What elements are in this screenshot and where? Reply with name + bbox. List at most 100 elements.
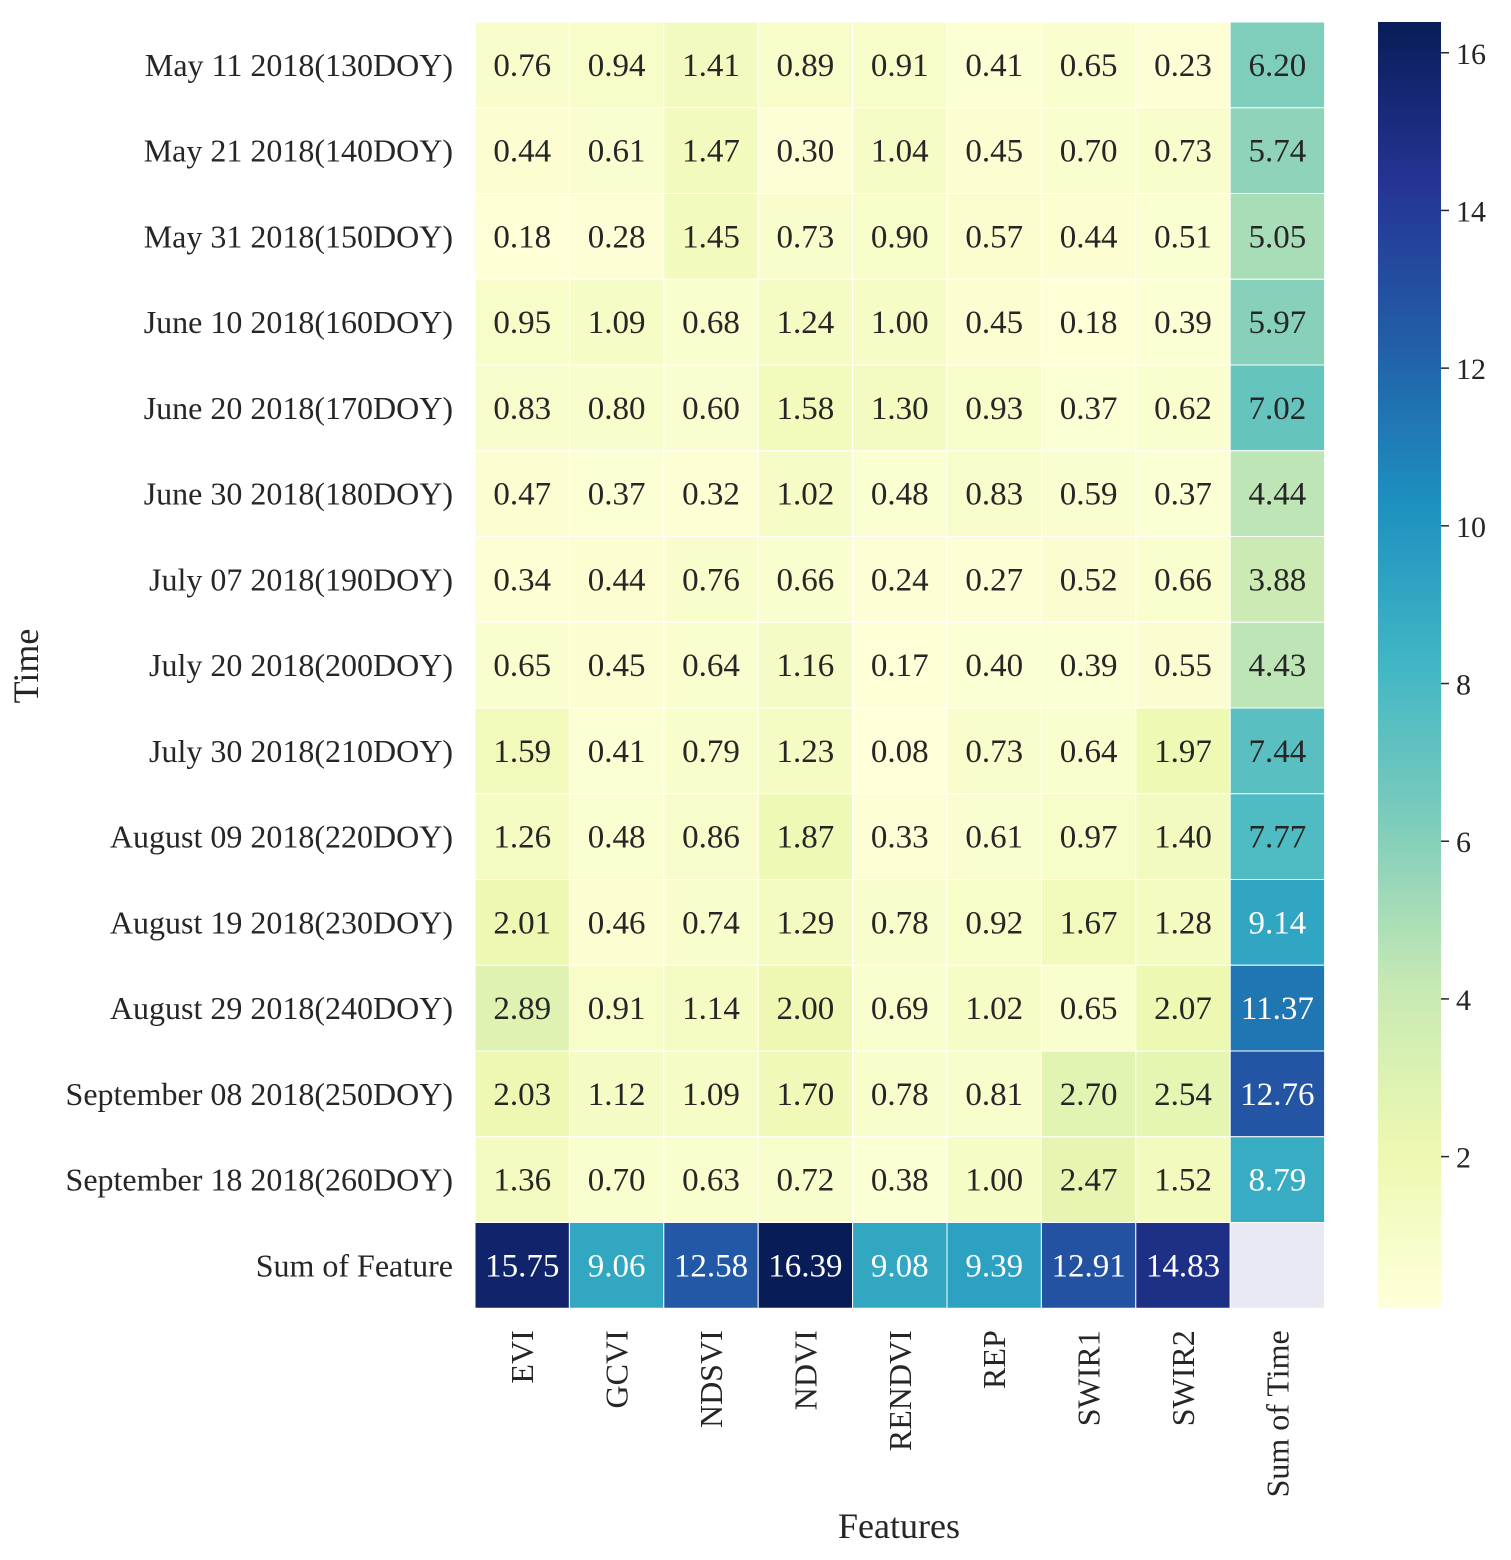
- heatmap-cell-r8-c4: [852, 707, 948, 795]
- cell-value-label-r3-c7: 0.39: [1154, 305, 1212, 341]
- y-axis-label: Time: [6, 629, 46, 704]
- cell-value-label-r9-c5: 0.61: [965, 820, 1023, 856]
- cell-value-label-r3-c4: 1.00: [871, 305, 929, 341]
- cell-value-label-r4-c2: 0.60: [682, 391, 740, 427]
- heatmap-cell-r7-c6: [1040, 621, 1137, 709]
- cell-value-label-r3-c2: 0.68: [682, 305, 740, 341]
- heatmap-cell-r11-c2: [663, 964, 759, 1052]
- cell-value-label-r12-c8: 12.76: [1240, 1077, 1314, 1113]
- cell-value-label-r11-c5: 1.02: [965, 991, 1023, 1027]
- cell-value-label-r1-c8: 5.74: [1249, 134, 1307, 170]
- heatmap-cell-r14-c8: [1229, 1222, 1326, 1309]
- cell-value-label-r11-c0: 2.89: [493, 991, 551, 1027]
- colorbar-tick-label-2: 6: [1456, 826, 1471, 859]
- heatmap-cell-r13-c0: [474, 1136, 570, 1223]
- cell-value-label-r1-c5: 0.45: [965, 134, 1023, 170]
- heatmap-cell-r1-c6: [1040, 107, 1137, 194]
- x-tick-label-2: NDSVI: [693, 1330, 729, 1428]
- heatmap-cell-r10-c1: [568, 879, 665, 966]
- cell-value-label-r3-c6: 0.18: [1060, 305, 1118, 341]
- heatmap-cell-r11-c0: [474, 964, 570, 1052]
- heatmap-cell-r11-c3: [757, 964, 854, 1052]
- heatmap-cell-r3-c7: [1135, 278, 1231, 366]
- cell-value-label-r13-c3: 0.72: [777, 1163, 835, 1199]
- cell-value-label-r14-c5: 9.39: [965, 1248, 1023, 1284]
- heatmap-cell-r4-c6: [1040, 364, 1137, 452]
- cell-value-label-r11-c7: 2.07: [1154, 991, 1212, 1027]
- heatmap-cell-r13-c2: [663, 1136, 759, 1223]
- y-tick-label-2: May 31 2018(150DOY): [144, 218, 453, 254]
- cell-value-label-r2-c2: 1.45: [682, 219, 740, 255]
- heatmap-cell-r3-c1: [568, 278, 665, 366]
- heatmap-cell-r12-c6: [1040, 1050, 1137, 1138]
- cell-value-label-r4-c8: 7.02: [1249, 391, 1307, 427]
- y-tick-label-8: July 30 2018(210DOY): [149, 733, 453, 769]
- cell-value-label-r10-c8: 9.14: [1249, 905, 1307, 941]
- x-axis-label: Features: [838, 1506, 960, 1546]
- cell-value-label-r0-c1: 0.94: [588, 48, 646, 84]
- cell-value-label-r1-c0: 0.44: [493, 134, 551, 170]
- y-axis-tick-labels: May 11 2018(130DOY) May 21 2018(140DOY) Ma…: [66, 47, 453, 1284]
- heatmap-cell-r13-c7: [1135, 1136, 1231, 1223]
- cell-value-label-r9-c0: 1.26: [493, 820, 551, 856]
- cell-value-label-r4-c5: 0.93: [965, 391, 1023, 427]
- x-tick-label-8: Sum of Time: [1259, 1330, 1295, 1497]
- heatmap-cell-r9-c5: [946, 793, 1042, 880]
- heatmap-cell-r0-c5: [946, 21, 1042, 109]
- cell-value-label-r7-c7: 0.55: [1154, 648, 1212, 684]
- heatmap-cell-r1-c0: [474, 107, 570, 194]
- colorbar-gradient: [1378, 22, 1441, 1308]
- heatmap-cell-r8-c3: [757, 707, 854, 795]
- heatmap-cell-r6-c2: [663, 536, 759, 623]
- cell-value-label-r4-c4: 1.30: [871, 391, 929, 427]
- cell-value-label-r2-c1: 0.28: [588, 219, 646, 255]
- cell-value-label-r5-c4: 0.48: [871, 477, 929, 513]
- y-tick-label-7: July 20 2018(200DOY): [149, 647, 453, 683]
- colorbar-tick-label-5: 12: [1456, 353, 1486, 386]
- heatmap-cell-r2-c0: [474, 193, 570, 280]
- cell-value-label-r6-c4: 0.24: [871, 562, 929, 598]
- cell-value-label-r12-c0: 2.03: [493, 1077, 551, 1113]
- heatmap-cell-r13-c6: [1040, 1136, 1137, 1223]
- colorbar-ticks: 2 4 6 8 10 12 14 16: [1441, 38, 1486, 1175]
- heatmap-cell-r9-c1: [568, 793, 665, 880]
- heatmap-cell-r9-c0: [474, 793, 570, 880]
- heatmap-cell-r14-c5: [946, 1222, 1042, 1309]
- cell-value-label-r2-c4: 0.90: [871, 219, 929, 255]
- heatmap-cell-r11-c7: [1135, 964, 1231, 1052]
- cell-value-label-r8-c4: 0.08: [871, 734, 929, 770]
- cell-value-label-r8-c3: 1.23: [777, 734, 835, 770]
- y-tick-label-12: September 08 2018(250DOY): [66, 1076, 453, 1112]
- heatmap-cell-r12-c7: [1135, 1050, 1231, 1138]
- heatmap-cell-r11-c6: [1040, 964, 1137, 1052]
- cell-value-label-r8-c8: 7.44: [1249, 734, 1307, 770]
- cell-value-label-r1-c1: 0.61: [588, 134, 646, 170]
- cell-value-label-r2-c7: 0.51: [1154, 219, 1212, 255]
- cell-value-label-r7-c4: 0.17: [871, 648, 929, 684]
- heatmap-cells: [474, 21, 1326, 1309]
- cell-value-label-r1-c4: 1.04: [871, 134, 929, 170]
- heatmap-cell-r14-c7: [1135, 1222, 1231, 1309]
- cell-value-label-r5-c3: 1.02: [777, 477, 835, 513]
- cell-value-label-r5-c8: 4.44: [1249, 477, 1307, 513]
- heatmap-cell-r10-c4: [852, 879, 948, 966]
- heatmap-cell-r6-c0: [474, 536, 570, 623]
- cell-value-label-r8-c6: 0.64: [1060, 734, 1118, 770]
- cell-value-label-r14-c7: 14.83: [1146, 1248, 1220, 1284]
- heatmap-cell-r5-c4: [852, 450, 948, 537]
- cell-value-label-r11-c3: 2.00: [777, 991, 835, 1027]
- heatmap-cell-r11-c8: [1229, 964, 1326, 1052]
- y-tick-label-13: September 18 2018(260DOY): [66, 1162, 453, 1198]
- heatmap-cell-r8-c2: [663, 707, 759, 795]
- x-tick-label-0: EVI: [504, 1330, 540, 1383]
- cell-value-label-r10-c2: 0.74: [682, 905, 740, 941]
- heatmap-cell-r6-c1: [568, 536, 665, 623]
- cell-value-label-r2-c8: 5.05: [1249, 219, 1307, 255]
- y-tick-label-4: June 20 2018(170DOY): [144, 390, 453, 426]
- heatmap-cell-r14-c3: [757, 1222, 854, 1309]
- cell-value-label-r5-c0: 0.47: [493, 477, 551, 513]
- heatmap-cell-r8-c8: [1229, 707, 1326, 795]
- cell-value-label-r6-c3: 0.66: [777, 562, 835, 598]
- heatmap-cell-r1-c7: [1135, 107, 1231, 194]
